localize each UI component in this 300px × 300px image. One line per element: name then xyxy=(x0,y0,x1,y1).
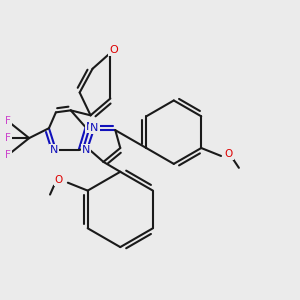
Text: N: N xyxy=(86,122,95,132)
Text: N: N xyxy=(90,123,99,133)
Text: O: O xyxy=(109,45,118,55)
Text: N: N xyxy=(50,145,58,155)
Text: O: O xyxy=(55,175,63,185)
Text: F: F xyxy=(5,150,11,160)
Text: O: O xyxy=(225,149,233,159)
Text: N: N xyxy=(81,145,90,155)
Text: F: F xyxy=(5,133,11,143)
Text: F: F xyxy=(5,116,11,126)
